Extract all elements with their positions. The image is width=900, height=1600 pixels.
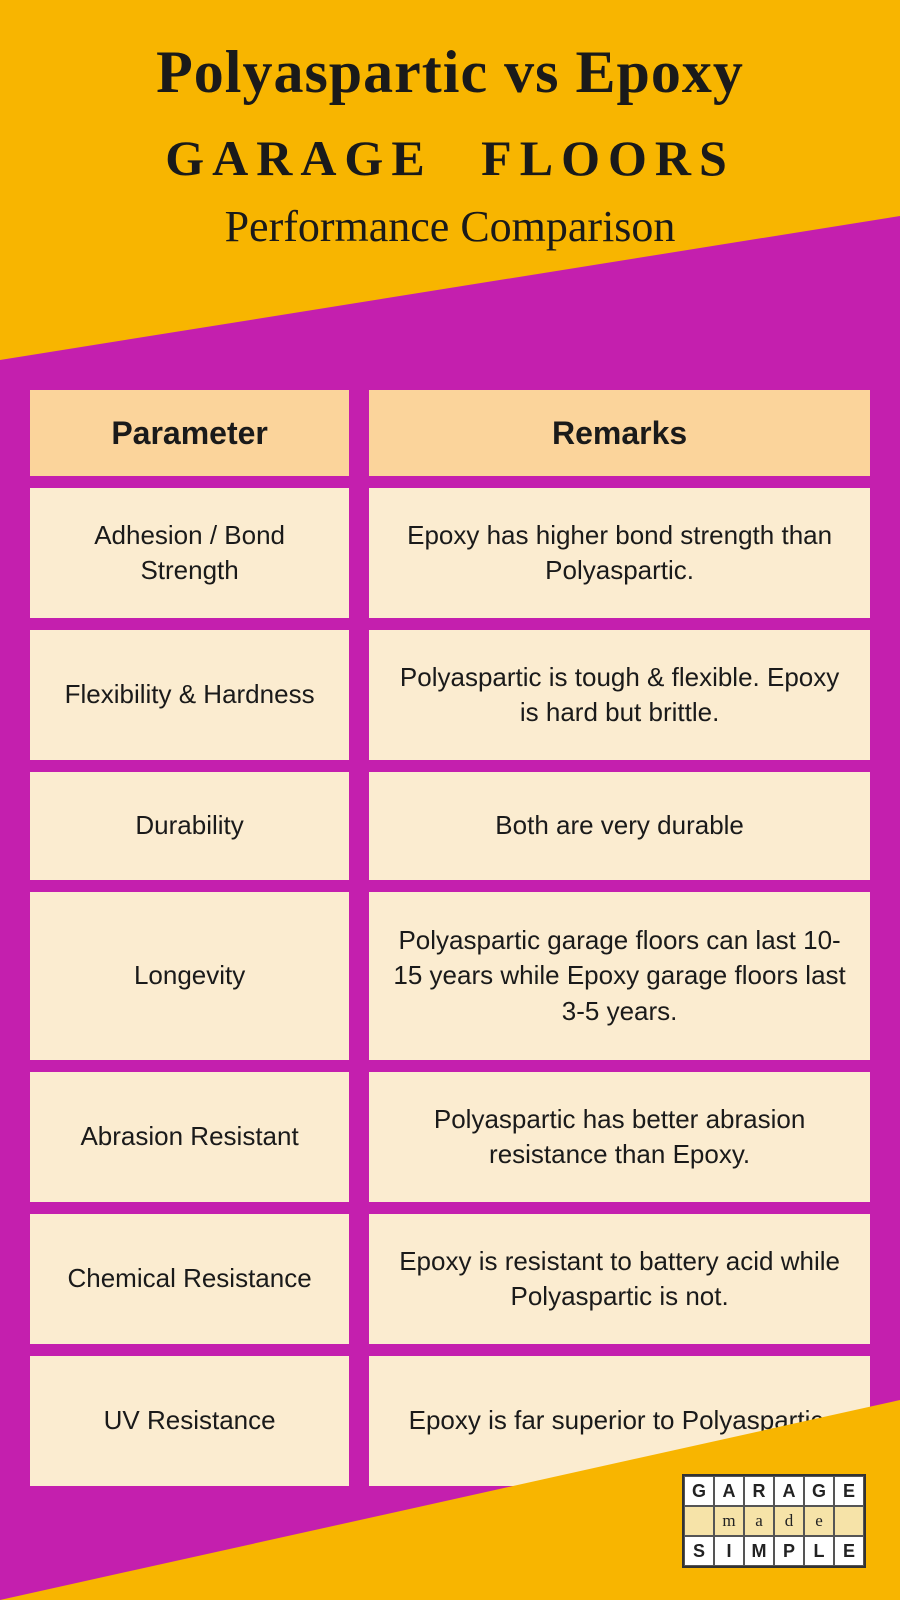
- param-cell: UV Resistance: [30, 1356, 349, 1486]
- logo-row-simple: S I M P L E: [684, 1536, 864, 1566]
- logo-letter: L: [804, 1536, 834, 1566]
- header-cell-remarks: Remarks: [369, 390, 870, 476]
- title-performance-comparison: Performance Comparison: [0, 201, 900, 252]
- logo-letter: M: [744, 1536, 774, 1566]
- logo-letter: R: [744, 1476, 774, 1506]
- logo-letter: a: [744, 1506, 774, 1536]
- comparison-table: Parameter Adhesion / Bond Strength Flexi…: [0, 360, 900, 1486]
- logo-letter: A: [714, 1476, 744, 1506]
- logo-row-garage: G A R A G E: [684, 1476, 864, 1506]
- logo-letter: e: [804, 1506, 834, 1536]
- remarks-cell: Polyaspartic has better abrasion resista…: [369, 1072, 870, 1202]
- param-cell: Abrasion Resistant: [30, 1072, 349, 1202]
- logo-letter: m: [714, 1506, 744, 1536]
- title-main: Polyaspartic vs Epoxy: [0, 38, 900, 107]
- remarks-cell: Polyaspartic garage floors can last 10-1…: [369, 892, 870, 1060]
- remarks-cell: Polyaspartic is tough & flexible. Epoxy …: [369, 630, 870, 760]
- param-cell: Longevity: [30, 892, 349, 1060]
- logo-letter: I: [714, 1536, 744, 1566]
- remarks-cell: Epoxy has higher bond strength than Poly…: [369, 488, 870, 618]
- logo-letter: S: [684, 1536, 714, 1566]
- remarks-cell: Both are very durable: [369, 772, 870, 880]
- remarks-cell: Epoxy is resistant to battery acid while…: [369, 1214, 870, 1344]
- logo-letter: G: [684, 1476, 714, 1506]
- column-remarks: Remarks Epoxy has higher bond strength t…: [369, 390, 870, 1486]
- infographic-header: Polyaspartic vs Epoxy GARAGE FLOORS Perf…: [0, 0, 900, 360]
- logo-letter: [834, 1506, 864, 1536]
- brand-logo-garage-made-simple: G A R A G E m a d e S I M P L E: [682, 1474, 866, 1568]
- logo-letter: E: [834, 1476, 864, 1506]
- param-cell: Flexibility & Hardness: [30, 630, 349, 760]
- logo-row-made: m a d e: [684, 1506, 864, 1536]
- param-cell: Adhesion / Bond Strength: [30, 488, 349, 618]
- logo-letter: [684, 1506, 714, 1536]
- column-parameter: Parameter Adhesion / Bond Strength Flexi…: [30, 390, 349, 1486]
- param-cell: Chemical Resistance: [30, 1214, 349, 1344]
- header-cell-parameter: Parameter: [30, 390, 349, 476]
- header-text-block: Polyaspartic vs Epoxy GARAGE FLOORS Perf…: [0, 0, 900, 252]
- logo-letter: A: [774, 1476, 804, 1506]
- title-garage-floors: GARAGE FLOORS: [0, 129, 900, 187]
- param-cell: Durability: [30, 772, 349, 880]
- logo-letter: P: [774, 1536, 804, 1566]
- logo-letter: d: [774, 1506, 804, 1536]
- logo-letter: E: [834, 1536, 864, 1566]
- logo-letter: G: [804, 1476, 834, 1506]
